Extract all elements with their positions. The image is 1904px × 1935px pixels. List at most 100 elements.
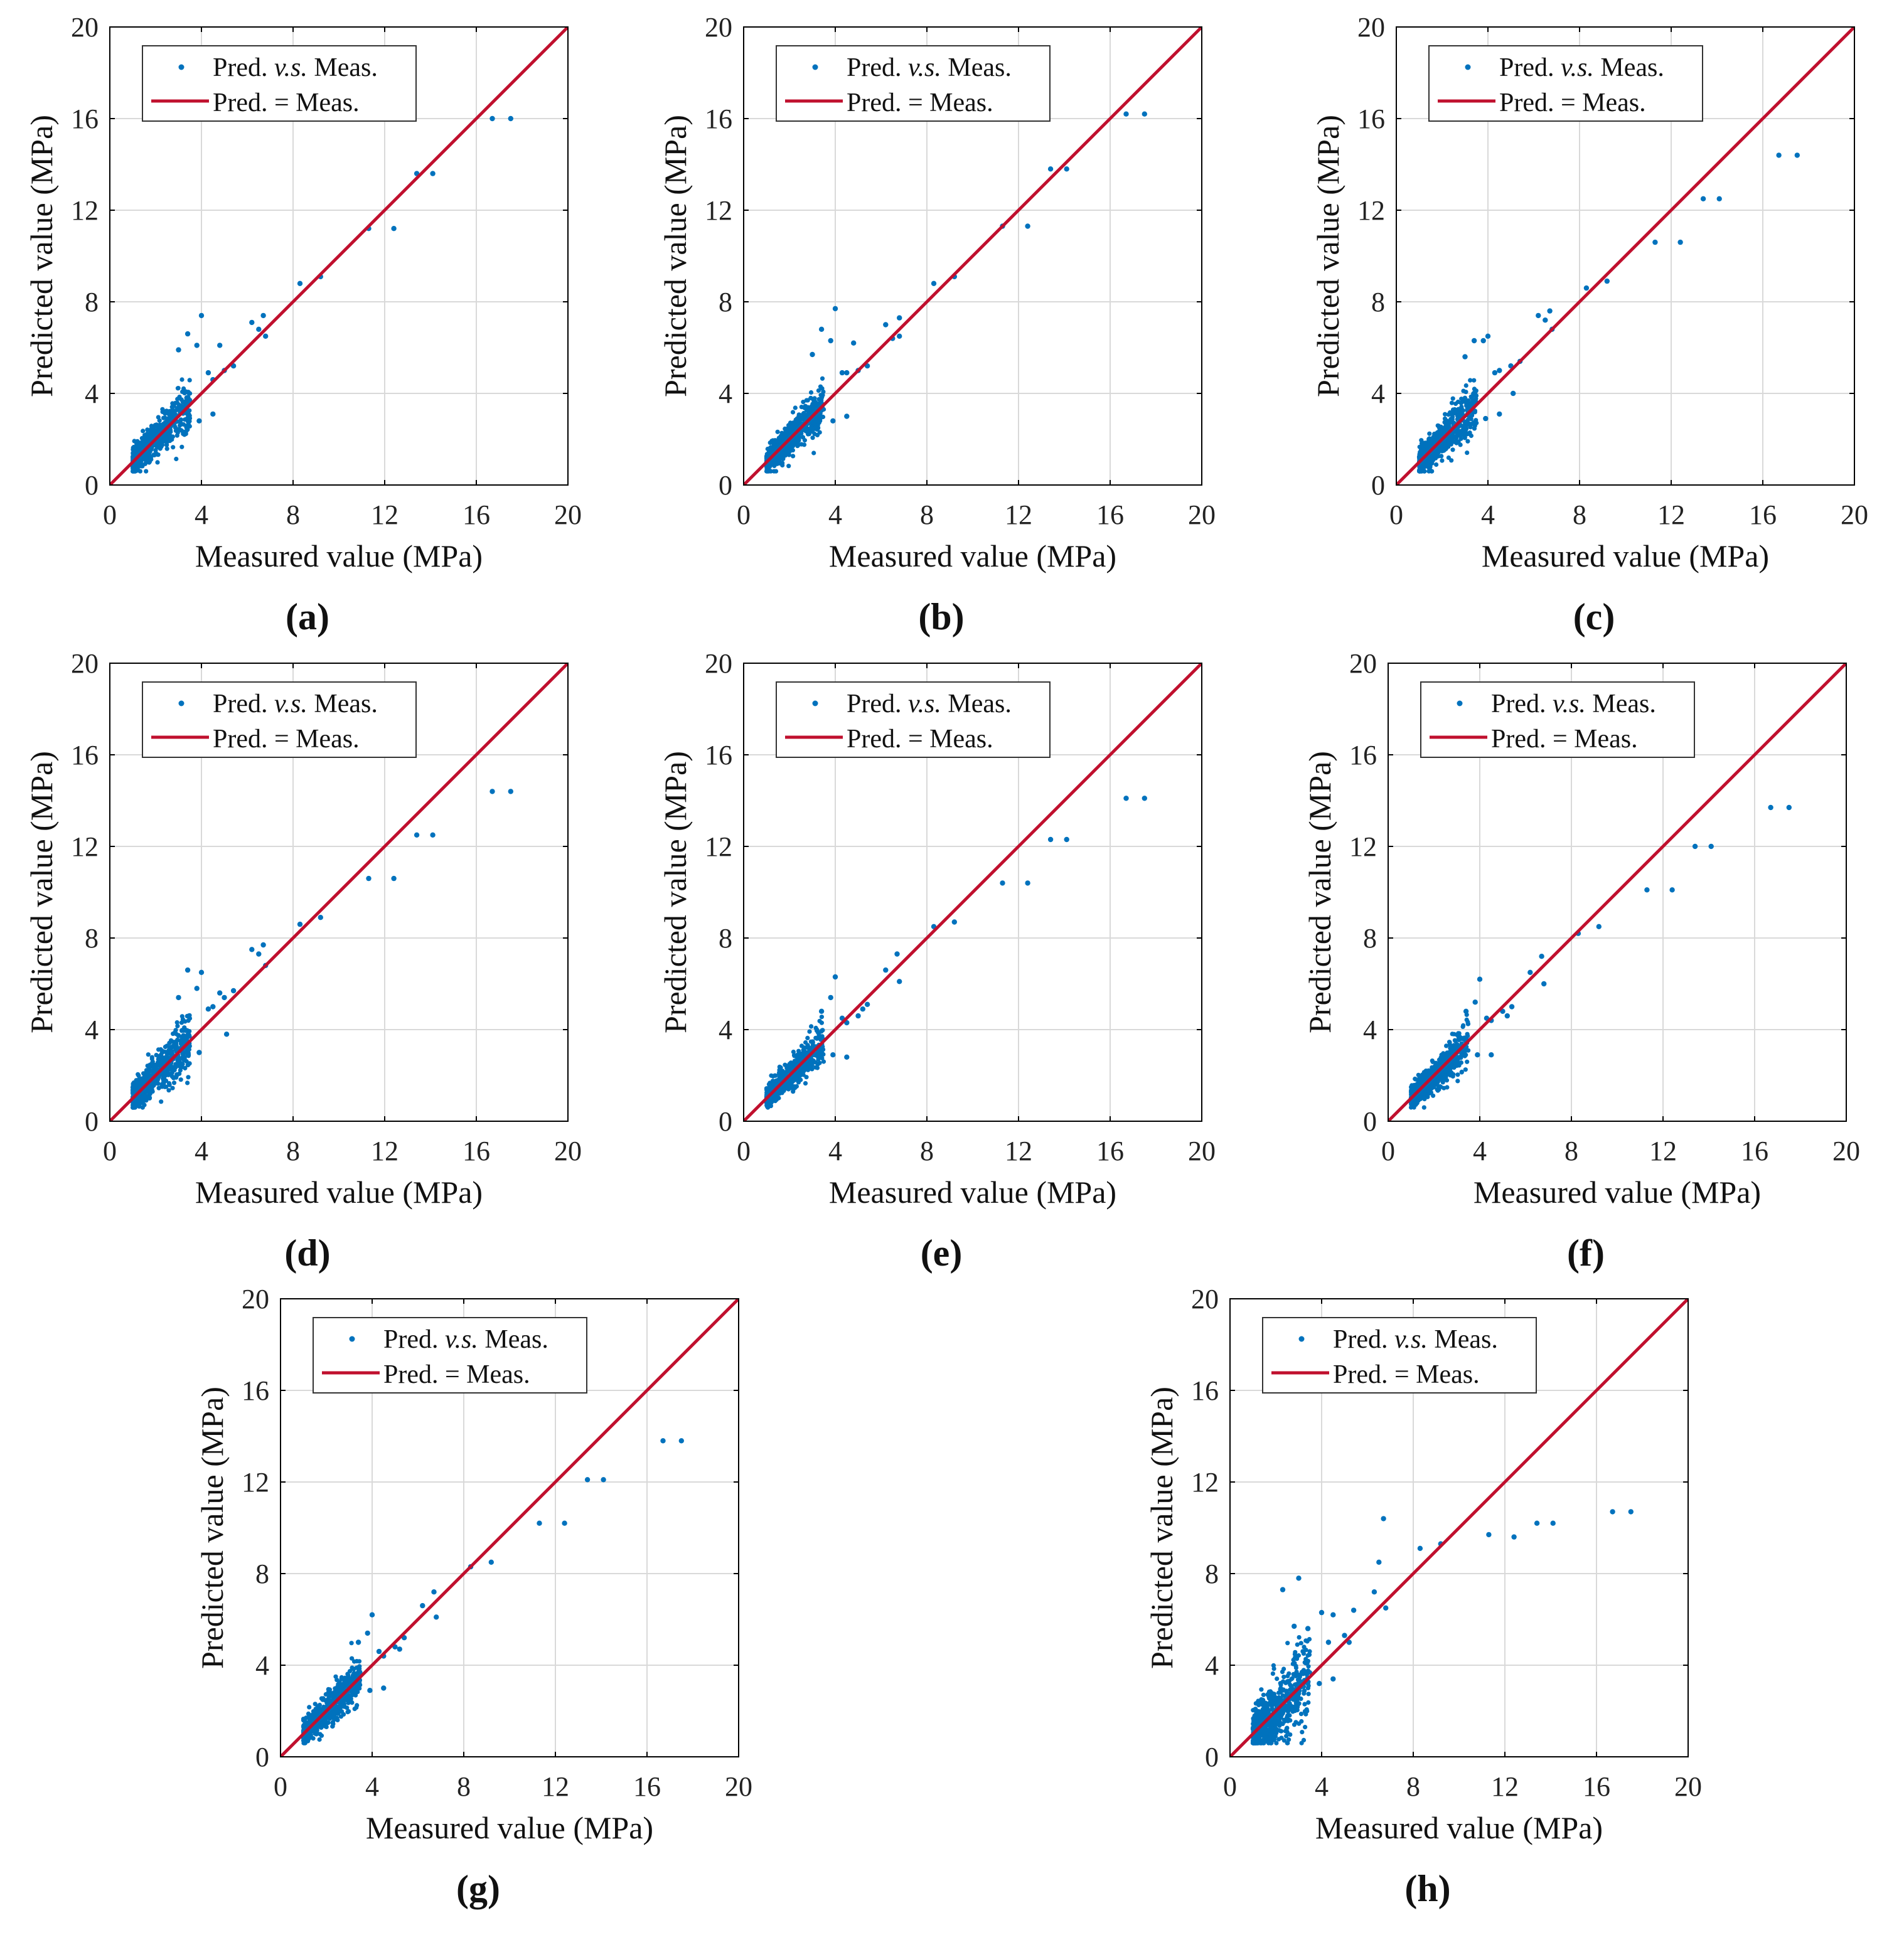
scatter-point (810, 435, 815, 440)
x-tick-label: 0 (737, 1136, 751, 1166)
scatter-point (175, 400, 180, 405)
scatter-point (1477, 976, 1483, 982)
x-tick-label: 0 (103, 499, 117, 530)
scatter-point (778, 1070, 783, 1075)
scatter-point (794, 1084, 799, 1089)
scatter-point (1446, 455, 1451, 461)
y-tick-label: 0 (1363, 1106, 1377, 1137)
x-tick-label: 20 (1841, 499, 1868, 530)
scatter-point (813, 402, 818, 407)
scatter-point (1461, 1023, 1466, 1028)
scatter-point (844, 370, 850, 376)
axes-box (743, 663, 1202, 1122)
scatter-point (1509, 1004, 1515, 1010)
scatter-point (1768, 804, 1773, 811)
scatter-point (773, 469, 779, 474)
identity-line (1396, 27, 1854, 485)
scatter-point (1644, 887, 1650, 893)
scatter-point (307, 1705, 312, 1710)
scatter-point (1452, 439, 1457, 444)
scatter-point (783, 432, 788, 437)
legend-label-line: Pred. = Meas. (213, 725, 360, 754)
scatter-point (1458, 442, 1463, 447)
scatter-point (1465, 431, 1470, 437)
scatter-point (798, 1053, 803, 1058)
scatter-point (176, 1033, 181, 1038)
scatter-point (169, 1039, 174, 1044)
scatter-point (174, 456, 179, 462)
scatter-point (801, 1069, 806, 1074)
scatter-point (263, 333, 269, 339)
scatter-point (1541, 981, 1547, 987)
scatter-point (152, 428, 157, 434)
scatter-point (832, 306, 838, 312)
scatter-point (345, 1671, 350, 1676)
scatter-point (179, 444, 185, 449)
scatter-point (256, 951, 262, 957)
panel-caption: (c) (1573, 596, 1615, 637)
scatter-point (897, 333, 902, 339)
scatter-point (775, 429, 780, 434)
x-tick-label: 8 (1564, 1136, 1578, 1166)
scatter-point (851, 340, 857, 346)
y-tick-label: 20 (705, 648, 732, 679)
scatter-point (1417, 444, 1422, 449)
scatter-point (137, 1099, 142, 1104)
scatter-point (154, 1063, 159, 1069)
y-tick-label: 4 (1371, 378, 1385, 409)
scatter-point (860, 1006, 866, 1012)
scatter-point (350, 1656, 355, 1661)
scatter-point (800, 435, 806, 440)
scatter-point (222, 994, 227, 1001)
x-tick-label: 8 (286, 1136, 300, 1166)
scatter-point (779, 434, 784, 440)
scatter-point (430, 171, 436, 176)
scatter-point (1435, 423, 1440, 428)
scatter-point (828, 338, 833, 344)
scatter-point (793, 405, 798, 410)
x-axis-label: Measured value (MPa) (195, 1175, 483, 1210)
scatter-point (819, 1015, 824, 1020)
y-tick-label: 4 (1363, 1015, 1377, 1045)
scatter-point (164, 446, 169, 451)
y-tick-label: 4 (719, 1015, 732, 1045)
data-marks (744, 27, 1202, 485)
scatter-point (184, 424, 189, 430)
scatter-point (798, 1073, 803, 1078)
scatter-point (1473, 393, 1479, 398)
x-tick-label: 16 (1096, 499, 1124, 530)
scatter-point (164, 1078, 169, 1084)
y-tick-label: 20 (1357, 12, 1385, 43)
scatter-point (810, 351, 815, 358)
scatter-point (144, 469, 149, 474)
y-tick-label: 4 (85, 1015, 99, 1045)
scatter-point (156, 415, 161, 420)
scatter-point (1465, 1059, 1470, 1064)
panel-caption: (e) (921, 1232, 963, 1274)
scatter-point (174, 1063, 179, 1069)
y-tick-label: 4 (719, 378, 732, 409)
scatter-point (319, 1722, 325, 1727)
x-tick-label: 0 (274, 1771, 287, 1802)
scatter-point (142, 456, 147, 461)
scatter-point (178, 421, 183, 426)
scatter-point (1453, 1038, 1458, 1043)
scatter-point (345, 1705, 350, 1710)
scatter-point (1497, 368, 1502, 373)
scatter-point (180, 1016, 185, 1022)
scatter-point (808, 390, 814, 395)
scatter-point (149, 424, 154, 429)
scatter-point (1463, 1067, 1468, 1072)
scatter-point (1123, 796, 1129, 801)
y-tick-label: 16 (71, 104, 99, 134)
scatter-point (1438, 1077, 1443, 1082)
scatter-point (781, 1088, 786, 1093)
scatter-point (764, 469, 769, 474)
scatter-point (176, 386, 181, 391)
scatter-point (198, 312, 205, 319)
scatter-point (325, 1720, 330, 1725)
axes-box (109, 663, 569, 1122)
scatter-point (1464, 1017, 1469, 1022)
x-axis-label: Measured value (MPa) (1482, 538, 1769, 573)
y-tick-label: 0 (1371, 470, 1385, 501)
